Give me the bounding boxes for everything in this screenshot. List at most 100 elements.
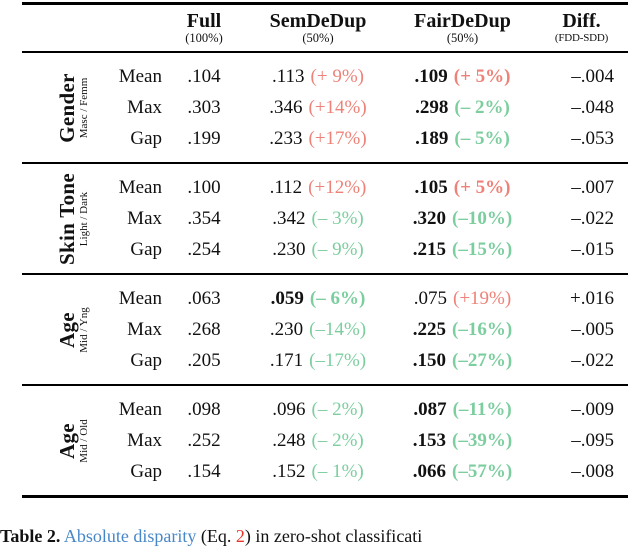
fairdedup-cell: .225 (–16%) [390,319,535,341]
full-value: .303 [187,96,221,118]
fairdedup-value: .153 [412,429,447,451]
diff-value: –.022 [571,207,614,229]
semdedup-value: .059 [270,287,304,309]
fairdedup-delta: (+ 5%) [453,65,511,87]
full-value: .205 [187,349,221,371]
semdedup-cell: .059 (– 6%) [246,288,390,310]
group-skin-tone: Skin Tone Light / Dark Mean .100 .112 (+… [22,164,628,273]
fairdedup-delta: (–16%) [452,318,513,340]
semdedup-delta: (+ 9%) [310,65,364,87]
fairdedup-value: .225 [412,318,447,340]
fairdedup-delta: (+19%) [453,287,512,309]
semdedup-delta: (+14%) [308,96,367,118]
semdedup-value: .342 [272,207,306,229]
col-header-sub: (50%) [302,31,334,45]
fairdedup-delta: (–27%) [452,349,513,371]
fairdedup-cell: .189 (– 5%) [390,128,535,150]
col-header-label: Full [186,10,222,32]
col-header-semdedup: SemDeDup (50%) [246,10,390,45]
col-header-sub: (FDD-SDD) [554,32,609,44]
fairdedup-delta: (–10%) [452,207,513,229]
group-subgroups: Mid / Yng [78,306,90,353]
row-label: Mean [118,65,162,87]
semdedup-cell: .152 (– 1%) [246,461,390,483]
fairdedup-value: .109 [414,65,448,87]
col-header-fairdedup: FairDeDup (50%) [390,10,535,45]
semdedup-cell: .248 (– 2%) [246,430,390,452]
table-row: Mean .104 .113 (+ 9%) .109 (+ 5%) –.004 [105,61,628,92]
group-subgroups: Light / Dark [78,191,90,246]
fairdedup-delta: (– 2%) [454,96,510,118]
semdedup-cell: .230 (– 9%) [246,239,390,261]
row-label: Mean [118,287,162,309]
caption-label: Table 2. [0,526,61,546]
group-gender: Gender Masc / Femm Mean .104 .113 (+ 9%)… [22,53,628,162]
semdedup-value: .113 [272,65,305,87]
fairdedup-delta: (–39%) [452,429,513,451]
fairdedup-cell: .150 (–27%) [390,350,535,372]
group-rule [22,384,628,386]
table-row: Mean .100 .112 (+12%) .105 (+ 5%) –.007 [105,172,628,203]
group-subgroups: Mid / Old [78,418,90,463]
full-value: .154 [187,460,221,482]
fairdedup-value: .215 [412,238,447,260]
full-value: .252 [187,429,221,451]
semdedup-value: .346 [269,96,303,118]
group-age-mid-old: Age Mid / Old Mean .098 .096 (– 2%) .087… [22,386,628,495]
col-header-sub: (50%) [446,31,479,45]
fairdedup-delta: (–15%) [452,238,513,260]
fairdedup-value: .066 [412,460,447,482]
full-value: .254 [187,238,221,260]
col-header-label: Diff. [562,10,601,32]
full-value: .104 [187,65,221,87]
fairdedup-cell: .298 (– 2%) [390,97,535,119]
fairdedup-value: .189 [415,127,449,149]
caption-link[interactable]: Absolute disparity [60,526,197,546]
group-name: Age [55,311,79,348]
group-label-age-mid-yng: Age Mid / Yng [55,306,91,353]
row-label: Gap [130,127,162,149]
fairdedup-value: .150 [412,349,447,371]
fairdedup-value: .087 [413,398,447,420]
row-label: Gap [130,238,162,260]
fairdedup-cell: .066 (–57%) [390,461,535,483]
col-header-label: SemDeDup [269,10,367,32]
semdedup-delta: (– 2%) [311,398,364,420]
header-rule [22,51,628,53]
semdedup-cell: .113 (+ 9%) [246,66,390,88]
semdedup-cell: .230 (–14%) [246,319,390,341]
group-label-skin-tone: Skin Tone Light / Dark [55,172,91,264]
group-name: Age [55,422,79,459]
table-row: Max .252 .248 (– 2%) .153 (–39%) –.095 [105,425,628,456]
diff-value: –.015 [571,238,614,260]
fairdedup-delta: (– 5%) [454,127,510,149]
group-label-age-mid-old: Age Mid / Old [55,418,91,463]
full-value: .268 [187,318,221,340]
semdedup-cell: .112 (+12%) [246,177,390,199]
row-label: Gap [130,460,162,482]
group-age-mid-yng: Age Mid / Yng Mean .063 .059 (– 6%) .075… [22,275,628,384]
diff-value: –.007 [571,176,614,198]
semdedup-value: .112 [269,176,303,198]
semdedup-delta: (+17%) [308,127,367,149]
bottom-rule [22,495,628,498]
diff-value: –.095 [571,429,614,451]
col-header-sub: (100%) [185,31,223,45]
row-label: Max [127,429,162,451]
diff-value: –.053 [571,127,614,149]
semdedup-cell: .233 (+17%) [246,128,390,150]
semdedup-delta: (+12%) [308,176,367,198]
top-rule [22,2,628,5]
semdedup-delta: (– 1%) [311,460,364,482]
table-caption: Table 2. Absolute disparity (Eq. 2) in z… [0,524,632,548]
table-row: Gap .199 .233 (+17%) .189 (– 5%) –.053 [105,123,628,154]
group-label-gender: Gender Masc / Femm [55,72,91,143]
group-name: Gender [55,72,79,143]
table-row: Mean .063 .059 (– 6%) .075 (+19%) +.016 [105,283,628,314]
equation-ref-link[interactable]: 2 [235,526,245,546]
results-table: Full (100%) SemDeDup (50%) FairDeDup (50… [22,2,628,498]
full-value: .100 [187,176,221,198]
col-header-full: Full (100%) [162,10,246,45]
full-value: .063 [187,287,221,309]
semdedup-value: .248 [272,429,306,451]
